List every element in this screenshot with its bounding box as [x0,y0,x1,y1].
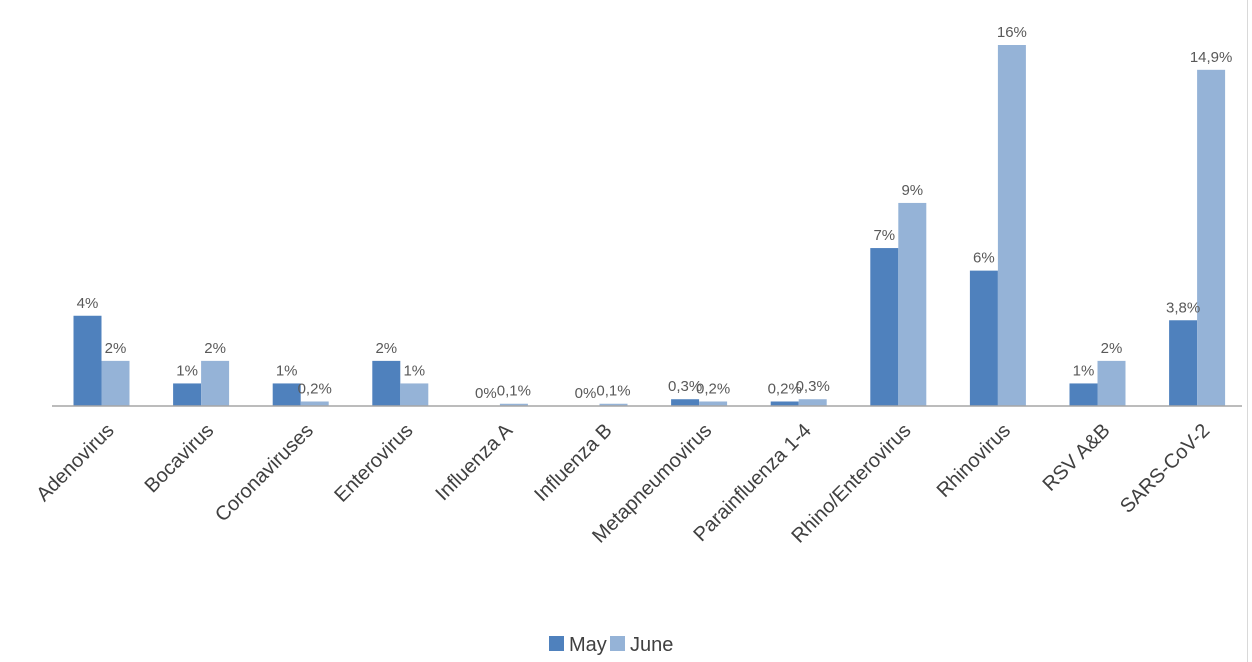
value-label-may-sars-cov-2: 3,8% [1166,299,1200,316]
value-label-may-rsv-a-b: 1% [1073,362,1095,379]
bar-may-rhino-enterovirus [870,248,899,406]
bar-june-influenza-a [499,403,528,406]
category-label-enterovirus: Enterovirus [330,420,417,507]
legend-swatch-june [610,636,625,651]
bar-june-metapneumovirus [699,401,728,406]
category-label-influenza-a: Influenza A [432,419,518,505]
value-label-june-metapneumovirus: 0,2% [696,380,730,397]
bar-may-adenovirus [73,315,102,406]
value-label-june-coronaviruses: 0,2% [298,380,332,397]
category-label-rsv-a-b: RSV A&B [1039,420,1115,496]
category-label-influenza-b: Influenza B [530,420,616,506]
value-label-may-rhino-enterovirus: 7% [873,227,895,244]
bar-june-rsv-a-b [1097,360,1126,406]
bar-june-rhino-enterovirus [898,202,927,406]
value-label-june-influenza-b: 0,1% [596,383,630,400]
bars-group [73,45,1226,406]
bar-june-enterovirus [400,383,429,406]
legend-swatch-may [549,636,564,651]
value-label-june-rsv-a-b: 2% [1101,340,1123,357]
category-label-adenovirus: Adenovirus [32,420,118,506]
value-label-june-bocavirus: 2% [204,340,226,357]
value-label-june-rhinovirus: 16% [997,24,1027,41]
bar-june-parainfluenza-1-4 [798,399,827,406]
category-label-sars-cov-2: SARS-CoV-2 [1116,420,1214,518]
legend-label-may: May [569,634,607,656]
category-label-rhinovirus: Rhinovirus [933,420,1015,502]
bar-may-enterovirus [372,360,401,406]
bar-june-bocavirus [201,360,230,406]
bar-june-influenza-b [599,403,628,406]
value-label-may-metapneumovirus: 0,3% [668,378,702,395]
value-label-june-sars-cov-2: 14,9% [1190,49,1233,66]
value-label-june-enterovirus: 1% [403,362,425,379]
value-label-may-influenza-b: 0% [575,385,597,402]
bar-may-coronaviruses [272,383,301,406]
value-label-may-influenza-a: 0% [475,385,497,402]
bar-june-rhinovirus [997,45,1026,406]
value-label-may-enterovirus: 2% [375,340,397,357]
category-label-bocavirus: Bocavirus [141,420,219,498]
bar-may-rhinovirus [969,270,998,406]
value-labels-group: 4%2%1%2%1%0,2%2%1%0% 0,1% 0% 0,1% 0,3%0,2% 0,… [77,24,1233,402]
bar-may-bocavirus [173,383,202,406]
value-label-june-influenza-a: 0,1% [497,383,531,400]
bar-may-parainfluenza-1-4 [770,401,799,406]
bar-may-sars-cov-2 [1169,320,1198,406]
category-label-coronaviruses: Coronaviruses [211,420,318,527]
bar-june-coronaviruses [300,401,329,406]
chart-frame-edge [1247,0,1248,662]
value-label-may-coronaviruses: 1% [276,362,298,379]
value-label-june-adenovirus: 2% [105,340,127,357]
bar-may-metapneumovirus [671,399,700,406]
value-label-june-rhino-enterovirus: 9% [901,182,923,199]
value-label-may-adenovirus: 4% [77,295,99,312]
value-label-may-rhinovirus: 6% [973,250,995,267]
value-label-may-bocavirus: 1% [176,362,198,379]
bar-june-sars-cov-2 [1197,69,1226,406]
value-label-june-parainfluenza-1-4: 0,3% [796,378,830,395]
value-label-may-parainfluenza-1-4: 0,2% [768,380,802,397]
bar-june-adenovirus [101,360,130,406]
legend-label-june: June [630,634,673,656]
legend: May June [549,634,673,656]
bar-may-rsv-a-b [1069,383,1098,406]
